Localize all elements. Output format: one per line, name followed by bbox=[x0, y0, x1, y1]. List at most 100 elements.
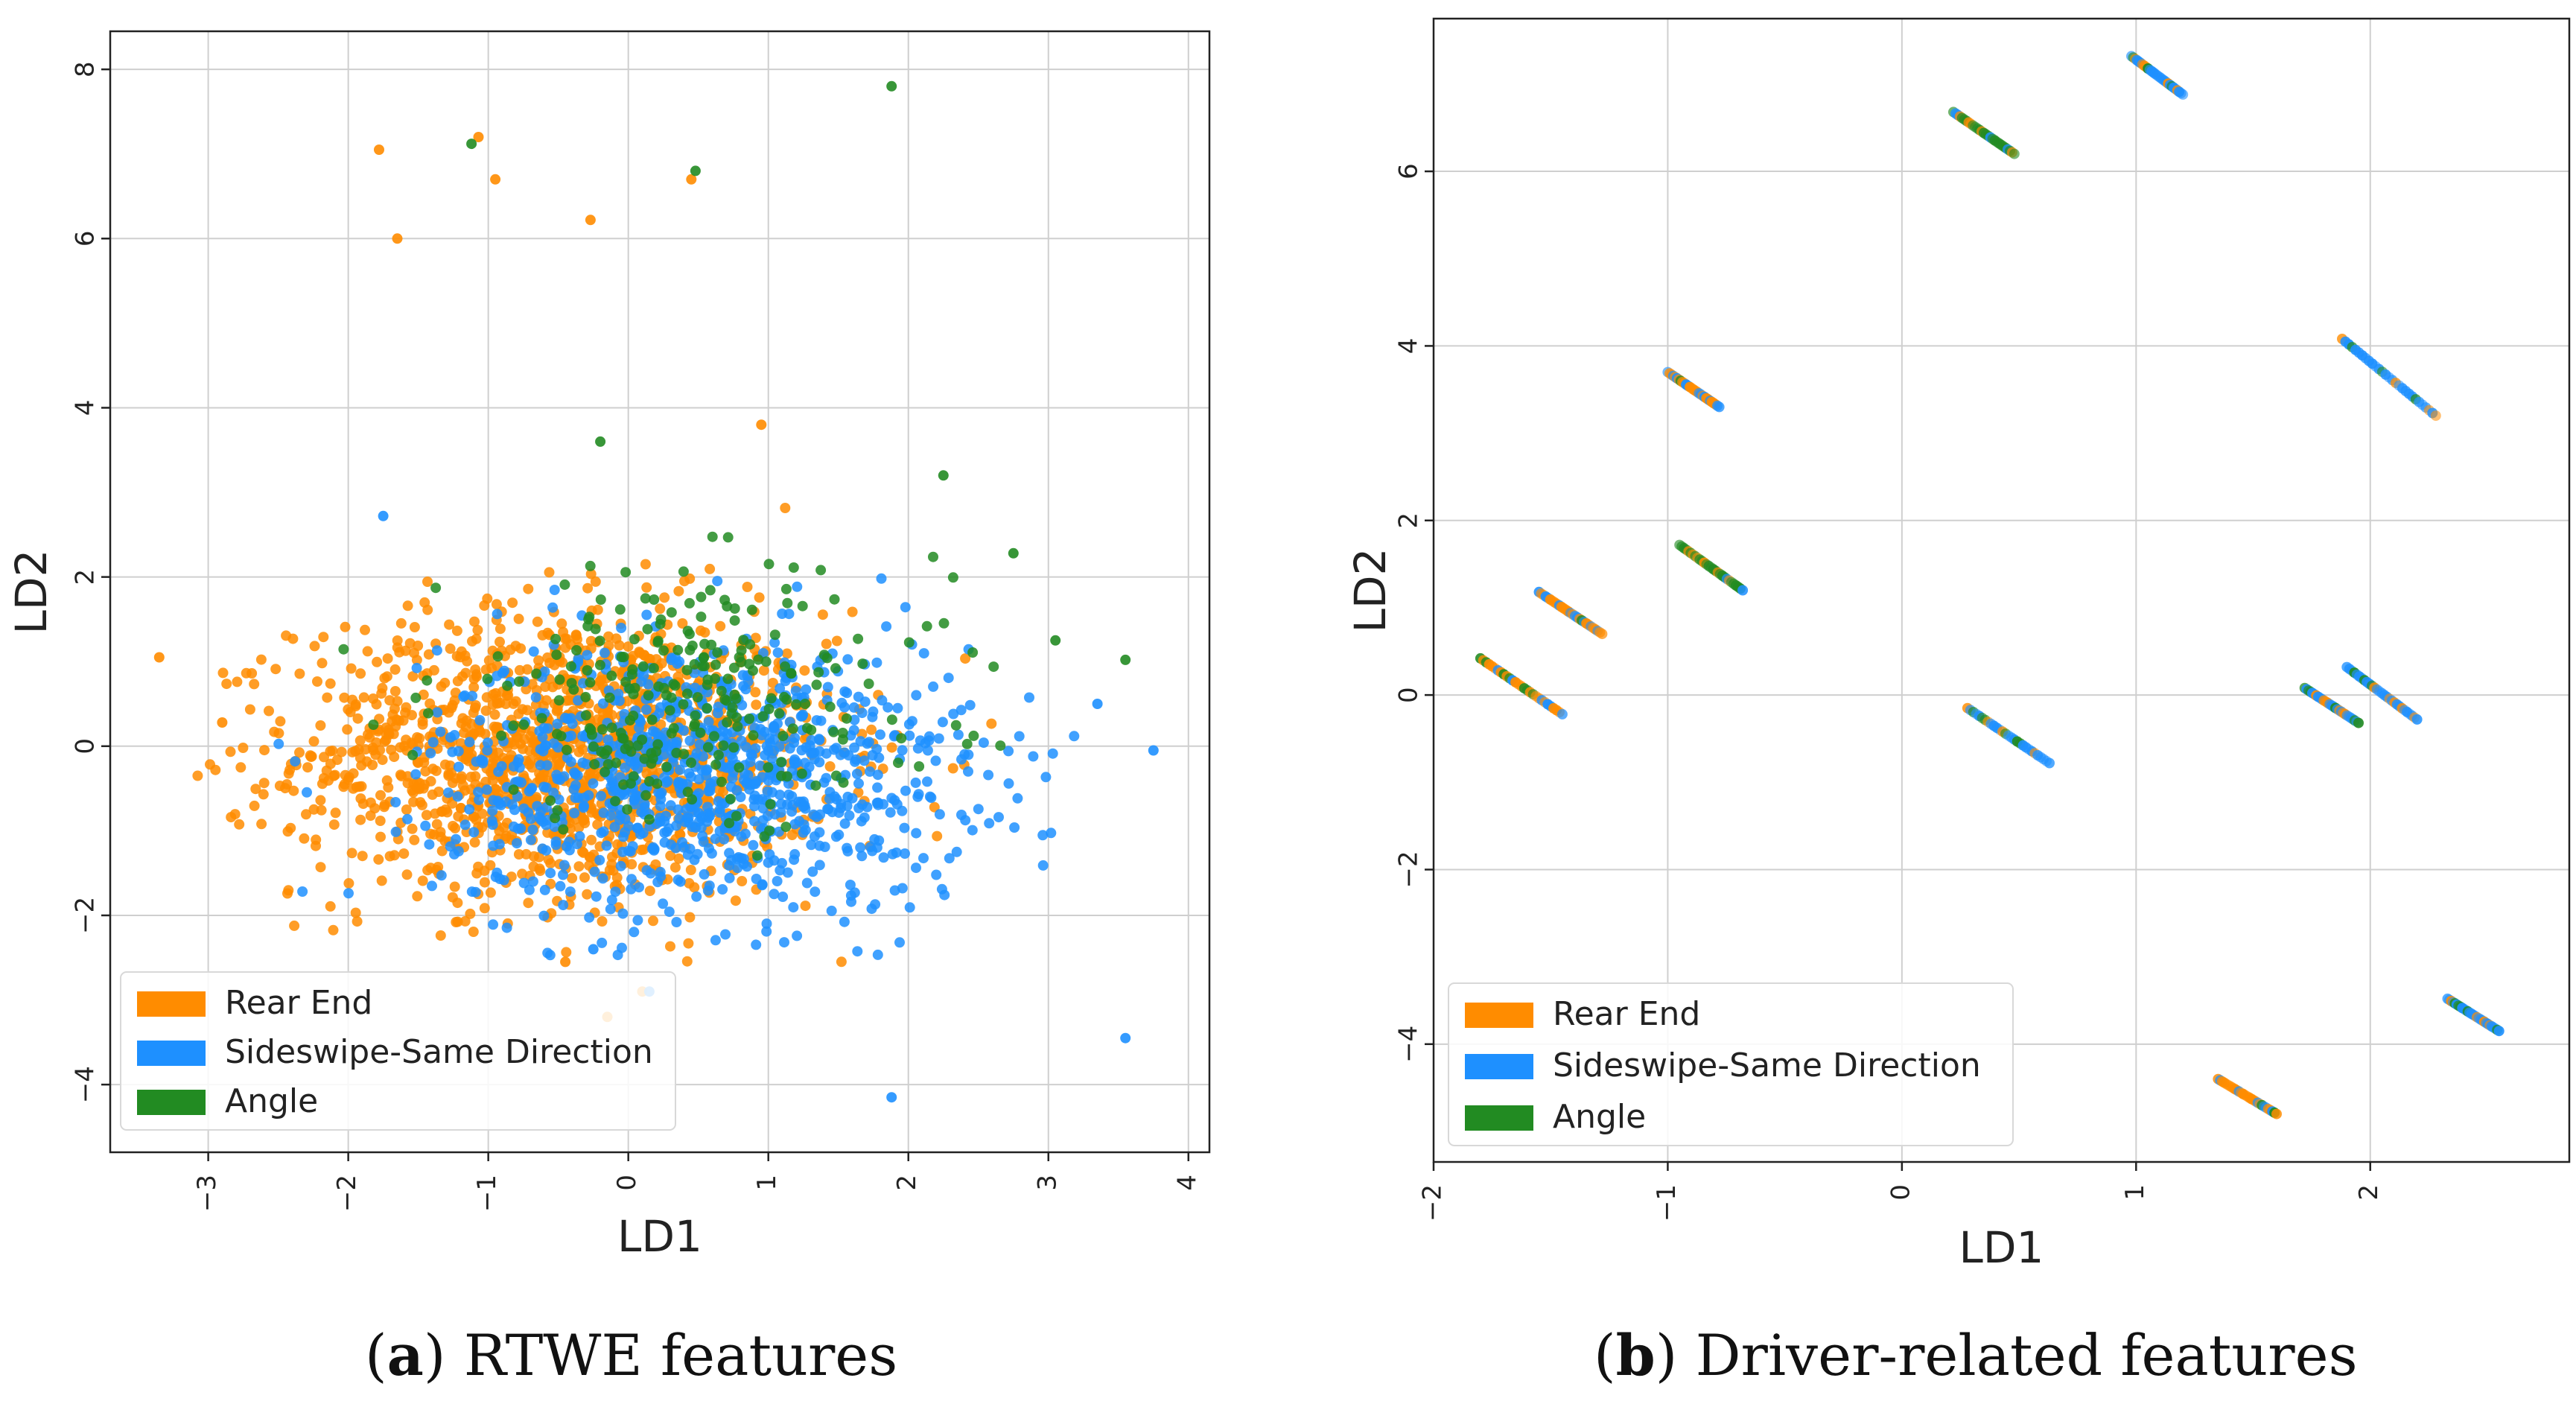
point-sideswipe-same-direction bbox=[984, 818, 995, 829]
point-angle bbox=[502, 680, 513, 691]
point-sideswipe-same-direction bbox=[772, 876, 783, 886]
point-angle bbox=[585, 560, 596, 571]
point-sideswipe-same-direction bbox=[891, 847, 902, 858]
point-angle bbox=[643, 776, 655, 787]
point-sideswipe-same-direction bbox=[801, 684, 812, 695]
point-angle bbox=[719, 694, 731, 705]
point-rear-end bbox=[742, 582, 753, 592]
point-angle bbox=[763, 703, 775, 714]
point-sideswipe-same-direction bbox=[527, 876, 538, 887]
point-sideswipe-same-direction bbox=[699, 868, 710, 880]
point-angle bbox=[580, 691, 591, 702]
point-sideswipe-same-direction bbox=[749, 790, 760, 801]
point-rear-end bbox=[699, 627, 710, 638]
point-sideswipe-same-direction bbox=[1148, 745, 1159, 756]
point-angle bbox=[643, 690, 654, 701]
point-rear-end bbox=[677, 618, 688, 629]
point-rear-end bbox=[932, 830, 943, 842]
point-angle bbox=[482, 673, 493, 685]
point-rear-end bbox=[523, 898, 534, 909]
point-angle bbox=[829, 594, 840, 605]
point-sideswipe-same-direction bbox=[934, 809, 945, 820]
point-rear-end bbox=[342, 724, 353, 735]
point-rear-end bbox=[418, 689, 429, 700]
point-sideswipe-same-direction bbox=[578, 802, 589, 813]
point-angle bbox=[702, 702, 713, 714]
point-sideswipe-same-direction bbox=[513, 754, 524, 765]
point-angle bbox=[736, 645, 747, 656]
point-sideswipe-same-direction bbox=[553, 742, 564, 753]
point-sideswipe-same-direction bbox=[799, 758, 810, 769]
point-sideswipe-same-direction bbox=[782, 799, 793, 810]
caption-b: (b) Driver-related features bbox=[1594, 1322, 2358, 1388]
point-angle bbox=[678, 566, 689, 577]
point-sideswipe-same-direction bbox=[626, 874, 637, 885]
point-angle bbox=[968, 730, 979, 741]
point-sideswipe-same-direction bbox=[930, 755, 941, 766]
point-sideswipe-same-direction bbox=[538, 910, 550, 921]
point-sideswipe-same-direction bbox=[904, 730, 915, 741]
x-tick-label: 2 bbox=[892, 1175, 922, 1191]
point-rear-end bbox=[299, 833, 310, 844]
point-sideswipe-same-direction bbox=[701, 769, 712, 781]
point-rear-end bbox=[824, 761, 836, 772]
point-angle bbox=[554, 674, 565, 685]
point-angle bbox=[553, 695, 565, 706]
point-sideswipe-same-direction bbox=[620, 827, 630, 838]
point-rear-end bbox=[192, 770, 203, 781]
point-rear-end bbox=[489, 709, 500, 720]
x-tick-label: −3 bbox=[192, 1175, 222, 1212]
point-rear-end bbox=[465, 908, 476, 919]
point-angle bbox=[724, 818, 735, 829]
point-rear-end bbox=[686, 174, 697, 185]
point-sideswipe-same-direction bbox=[913, 789, 924, 800]
point-sideswipe-same-direction bbox=[605, 810, 616, 821]
x-tick-label: −2 bbox=[1418, 1184, 1448, 1222]
point-rear-end bbox=[644, 653, 655, 664]
point-angle bbox=[766, 693, 777, 704]
point-rear-end bbox=[328, 819, 340, 830]
y-tick-label: 4 bbox=[1394, 338, 1424, 355]
point-sideswipe-same-direction bbox=[713, 708, 723, 719]
point-sideswipe-same-direction bbox=[763, 745, 774, 756]
point-sideswipe-same-direction bbox=[740, 828, 751, 839]
point-angle bbox=[658, 645, 669, 656]
point-sideswipe-same-direction bbox=[911, 863, 921, 874]
point-sideswipe-same-direction bbox=[955, 705, 967, 716]
point-sideswipe-same-direction bbox=[662, 776, 673, 787]
point-rear-end bbox=[612, 839, 623, 850]
point-rear-end bbox=[347, 746, 358, 758]
point-sideswipe-same-direction bbox=[453, 761, 464, 772]
x-tick-label: −1 bbox=[472, 1175, 502, 1212]
point-sideswipe-same-direction bbox=[605, 903, 616, 915]
point-rear-end bbox=[422, 865, 433, 876]
point-sideswipe-same-direction bbox=[963, 766, 973, 777]
point-sideswipe-same-direction bbox=[748, 839, 759, 851]
point-sideswipe-same-direction bbox=[761, 926, 772, 937]
panel-a-chart: −3 −2 −1 0 1 2 3 4 −4 −2 0 2 4 6 8 LD1 LD2 Rear End Sidesw… bbox=[6, 30, 1211, 1262]
point-sideswipe-same-direction bbox=[750, 778, 761, 790]
point-angle bbox=[938, 470, 949, 481]
point-sideswipe-same-direction bbox=[710, 935, 721, 946]
point-angle bbox=[492, 651, 503, 662]
point-angle bbox=[594, 659, 605, 670]
point-rear-end bbox=[425, 828, 436, 839]
point-rear-end bbox=[375, 790, 386, 801]
point-rear-end bbox=[226, 812, 237, 823]
point-rear-end bbox=[355, 793, 366, 804]
point-angle bbox=[753, 654, 764, 665]
point-sideswipe-same-direction bbox=[629, 793, 640, 804]
point-angle bbox=[586, 729, 597, 740]
point-sideswipe-same-direction bbox=[918, 853, 929, 864]
point-sideswipe-same-direction bbox=[674, 656, 685, 667]
point-rear-end bbox=[435, 930, 446, 941]
point-angle bbox=[2009, 148, 2020, 159]
point-rear-end bbox=[445, 760, 456, 771]
point-sideswipe-same-direction bbox=[749, 816, 760, 827]
point-sideswipe-same-direction bbox=[719, 833, 730, 845]
point-sideswipe-same-direction bbox=[850, 756, 860, 767]
point-sideswipe-same-direction bbox=[445, 841, 456, 852]
point-rear-end bbox=[232, 676, 243, 687]
point-sideswipe-same-direction bbox=[661, 826, 672, 837]
point-rear-end bbox=[398, 848, 410, 859]
